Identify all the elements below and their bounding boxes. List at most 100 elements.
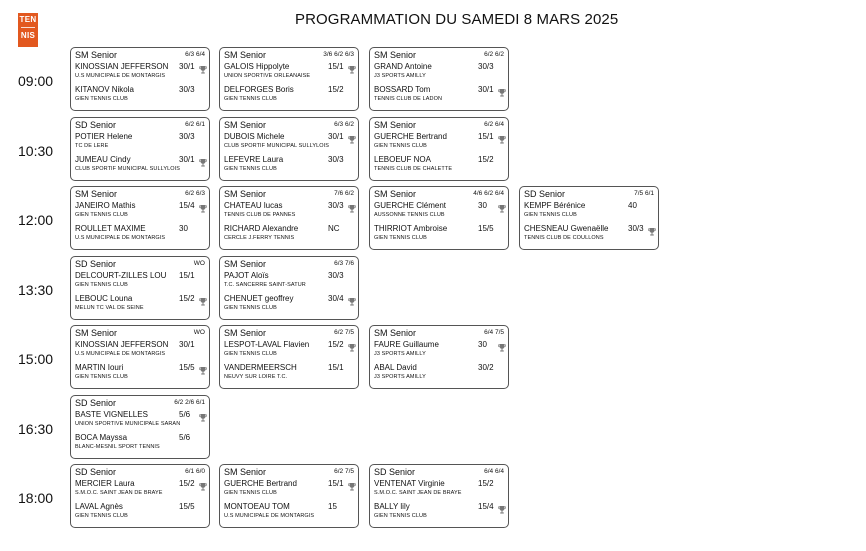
player-club: TENNIS CLUB DE LADON xyxy=(374,96,443,102)
player-row: DELCOURT-ZILLES LOU 15/1 GIEN TENNIS CLUB xyxy=(75,271,207,293)
player-club: TENNIS CLUB DE COULLONS xyxy=(524,235,604,241)
player-row: MARTIN Iouri 15/5 GIEN TENNIS CLUB xyxy=(75,363,207,385)
player-club: U.S MUNICIPALE DE MONTARGIS xyxy=(75,235,166,241)
player-club: U.S MUNICIPALE DE MONTARGIS xyxy=(75,351,166,357)
logo-text-top: TEN xyxy=(19,15,37,24)
player-ranking: 15 xyxy=(328,502,337,511)
player-club: BLANC-MESNIL SPORT TENNIS xyxy=(75,443,160,450)
match-card: SD Senior 6/2 2/6 6/1 BASTE VIGNELLES 5/6 UN… xyxy=(70,394,210,459)
player-club: AUSSONNE TENNIS CLUB xyxy=(374,212,445,218)
player-club: U.S MUNICIPALE DE MONTARGIS xyxy=(224,513,315,519)
player-name: DUBOIS Michele xyxy=(224,131,285,141)
match-score: 4/6 6/2 6/4 xyxy=(473,190,504,197)
player-ranking: 15/5 xyxy=(179,502,195,511)
player-row: ABAL David 30/2 J3 SPORTS AMILLY xyxy=(374,363,506,385)
player-name: BALLY lily xyxy=(374,502,410,511)
player-ranking: 30/2 xyxy=(478,363,494,372)
match-category: SM Senior xyxy=(224,119,267,130)
player-row: POTIER Helene 30/3 TC DE LERE xyxy=(75,132,207,154)
trophy-icon xyxy=(498,340,506,352)
player-name: MONTOEAU TOM xyxy=(224,502,290,511)
player-row: MONTOEAU TOM 15 U.S MUNICIPALE DE MONTARGI… xyxy=(224,502,356,524)
match-category: SM Senior xyxy=(75,50,118,60)
match-category: SM Senior xyxy=(374,189,417,199)
player-row: BOCA Mayssa 5/6 BLANC-MESNIL SPORT TENNIS xyxy=(75,433,207,455)
player-name: FAURE Guillaume xyxy=(374,340,439,349)
player-ranking: 15/1 xyxy=(179,270,195,280)
player-name: LEBOUC Louna xyxy=(75,293,133,303)
match-card: SM Senior 6/3 6/2 DUBOIS Michele 30/1 CLUB S… xyxy=(219,116,359,181)
player-name: CHENUET geoffrey xyxy=(224,293,294,303)
match-score: 6/2 6/1 xyxy=(185,120,205,128)
match-score: WO xyxy=(193,259,205,267)
player-club: CERCLE J.FERRY TENNIS xyxy=(224,235,295,241)
player-name: VENTENAT Virginie xyxy=(374,479,445,488)
player-name: BOCA Mayssa xyxy=(75,432,128,442)
match-score: 6/2 7/5 xyxy=(334,329,354,336)
match-card: SD Senior 6/1 6/0 MERCIER Laura 15/2 S.M.O.C… xyxy=(70,464,210,528)
player-club: TC DE LERE xyxy=(75,142,109,149)
player-club: T.C. SANCERRE SAINT-SATUR xyxy=(224,281,306,288)
player-ranking: 30/3 xyxy=(478,62,494,71)
player-club: CLUB SPORTIF MUNICIPAL SULLYLOIS xyxy=(75,165,181,172)
player-row: LEFEVRE Laura 30/3 GIEN TENNIS CLUB xyxy=(224,155,356,177)
match-card: SM Senior 6/2 6/4 GUERCHE Bertrand 15/1 GIEN… xyxy=(369,116,509,181)
player-club: TENNIS CLUB DE PANNES xyxy=(224,212,296,218)
match-category: SM Senior xyxy=(224,328,267,338)
trophy-icon xyxy=(498,85,506,97)
player-ranking: 15/2 xyxy=(179,479,195,488)
match-score: WO xyxy=(193,329,205,336)
match-card: SM Senior 6/4 7/5 FAURE Guillaume 30 J3 SPOR… xyxy=(369,325,509,389)
player-club: GIEN TENNIS CLUB xyxy=(75,513,128,519)
player-row: LAVAL Agnès 15/5 GIEN TENNIS CLUB xyxy=(75,502,207,524)
player-name: BASTE VIGNELLES xyxy=(75,409,148,419)
trophy-icon xyxy=(199,479,207,491)
match-card: SM Senior 6/3 7/6 PAJOT Aloïs 30/3 T.C. SANC… xyxy=(219,255,359,320)
player-name: KINOSSIAN JEFFERSON xyxy=(75,62,169,71)
player-row: BOSSARD Tom 30/1 TENNIS CLUB DE LADON xyxy=(374,85,506,107)
player-ranking: 30/1 xyxy=(179,340,195,349)
player-name: LEFEVRE Laura xyxy=(224,154,284,164)
trophy-icon xyxy=(348,62,356,74)
trophy-icon xyxy=(648,224,656,236)
match-score: 6/2 7/5 xyxy=(334,468,354,475)
player-club: GIEN TENNIS CLUB xyxy=(224,165,277,172)
player-name: BOSSARD Tom xyxy=(374,85,431,94)
player-row: BASTE VIGNELLES 5/6 UNION SPORTIVE MUNICIP… xyxy=(75,410,207,432)
player-ranking: 30/1 xyxy=(179,62,195,71)
player-row: KEMPF Bérénice 40 GIEN TENNIS CLUB xyxy=(524,201,656,223)
match-category: SD Senior xyxy=(75,397,117,408)
player-ranking: 15/4 xyxy=(478,502,494,511)
player-club: U.S MUNICIPALE DE MONTARGIS xyxy=(75,73,166,79)
match-score: 7/5 6/1 xyxy=(634,190,654,197)
player-club: MELUN TC VAL DE SEINE xyxy=(75,304,144,311)
time-slot-label: 16:30 xyxy=(18,420,54,437)
match-card: SD Senior WO DELCOURT-ZILLES LOU 15/1 GIEN T… xyxy=(70,255,210,320)
player-club: J3 SPORTS AMILLY xyxy=(374,351,426,357)
player-row: LESPOT-LAVAL Flavien 15/2 GIEN TENNIS CLUB xyxy=(224,340,356,362)
player-name: LAVAL Agnès xyxy=(75,502,123,511)
player-row: GRAND Antoine 30/3 J3 SPORTS AMILLY xyxy=(374,62,506,84)
player-ranking: 30/3 xyxy=(328,154,344,164)
player-ranking: 15/2 xyxy=(478,479,494,488)
player-name: DELFORGES Boris xyxy=(224,85,294,94)
player-ranking: 15/2 xyxy=(478,154,494,164)
player-ranking: 40 xyxy=(628,201,637,210)
trophy-icon xyxy=(199,363,207,375)
player-name: JUMEAU Cindy xyxy=(75,154,131,164)
player-ranking: 15/1 xyxy=(478,131,494,141)
match-card: SM Senior 6/2 6/2 GRAND Antoine 30/3 J3 SPOR… xyxy=(369,47,509,111)
player-row: CHENUET geoffrey 30/4 GIEN TENNIS CLUB xyxy=(224,294,356,316)
logo-text-bottom: NIS xyxy=(20,31,36,40)
player-club: GIEN TENNIS CLUB xyxy=(374,513,427,519)
player-row: KINOSSIAN JEFFERSON 30/1 U.S MUNICIPALE DE… xyxy=(75,340,207,362)
player-row: CHATEAU lucas 30/3 TENNIS CLUB DE PANNES xyxy=(224,201,356,223)
match-score: 6/2 2/6 6/1 xyxy=(174,398,205,406)
player-row: GUERCHE Bertrand 15/1 GIEN TENNIS CLUB xyxy=(374,132,506,154)
trophy-icon xyxy=(199,155,207,167)
player-club: GIEN TENNIS CLUB xyxy=(75,281,128,288)
player-row: DELFORGES Boris 15/2 GIEN TENNIS CLUB xyxy=(224,85,356,107)
match-card: SM Senior 7/6 6/2 CHATEAU lucas 30/3 TENNIS … xyxy=(219,186,359,250)
player-name: POTIER Helene xyxy=(75,131,133,141)
player-name: GRAND Antoine xyxy=(374,62,432,71)
